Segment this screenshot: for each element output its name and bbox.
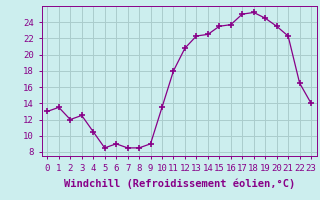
X-axis label: Windchill (Refroidissement éolien,°C): Windchill (Refroidissement éolien,°C) <box>64 178 295 189</box>
